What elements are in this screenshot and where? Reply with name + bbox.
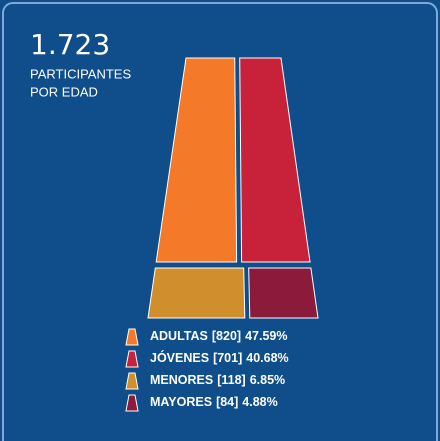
chart-title: 1.723 xyxy=(30,28,110,61)
legend-percent_labels: 47.59% xyxy=(245,329,287,343)
subtitle: POR EDAD xyxy=(30,84,98,99)
legend-swatch xyxy=(125,350,139,368)
legend-label: JÓVENES [701] 40.68% xyxy=(150,350,289,365)
segment xyxy=(147,267,246,319)
legend-categories: MAYORES xyxy=(150,395,212,409)
legend-percent_labels: 4.88% xyxy=(242,395,277,409)
legend-categories: MENORES xyxy=(150,373,213,387)
subtitle: PARTICIPANTES xyxy=(30,66,131,81)
segment xyxy=(248,267,319,319)
legend-swatch xyxy=(125,372,139,390)
legend-percent_labels: 40.68% xyxy=(246,351,288,365)
legend-label: MENORES [118] 6.85% xyxy=(150,373,285,387)
legend-label: ADULTAS [820] 47.59% xyxy=(150,329,287,343)
segment xyxy=(155,57,238,263)
legend-swatch xyxy=(125,394,139,412)
legend-value_labels: [701] xyxy=(213,351,242,365)
legend-categories: JÓVENES xyxy=(150,350,209,365)
legend-label: MAYORES [84] 4.88% xyxy=(150,395,278,409)
legend-percent_labels: 6.85% xyxy=(250,373,285,387)
segment xyxy=(239,57,311,263)
legend-value_labels: [118] xyxy=(217,373,246,387)
legend-swatch xyxy=(125,328,139,346)
legend-value_labels: [84] xyxy=(216,395,238,409)
legend-value_labels: [820] xyxy=(212,329,241,343)
legend-categories: ADULTAS xyxy=(150,329,208,343)
